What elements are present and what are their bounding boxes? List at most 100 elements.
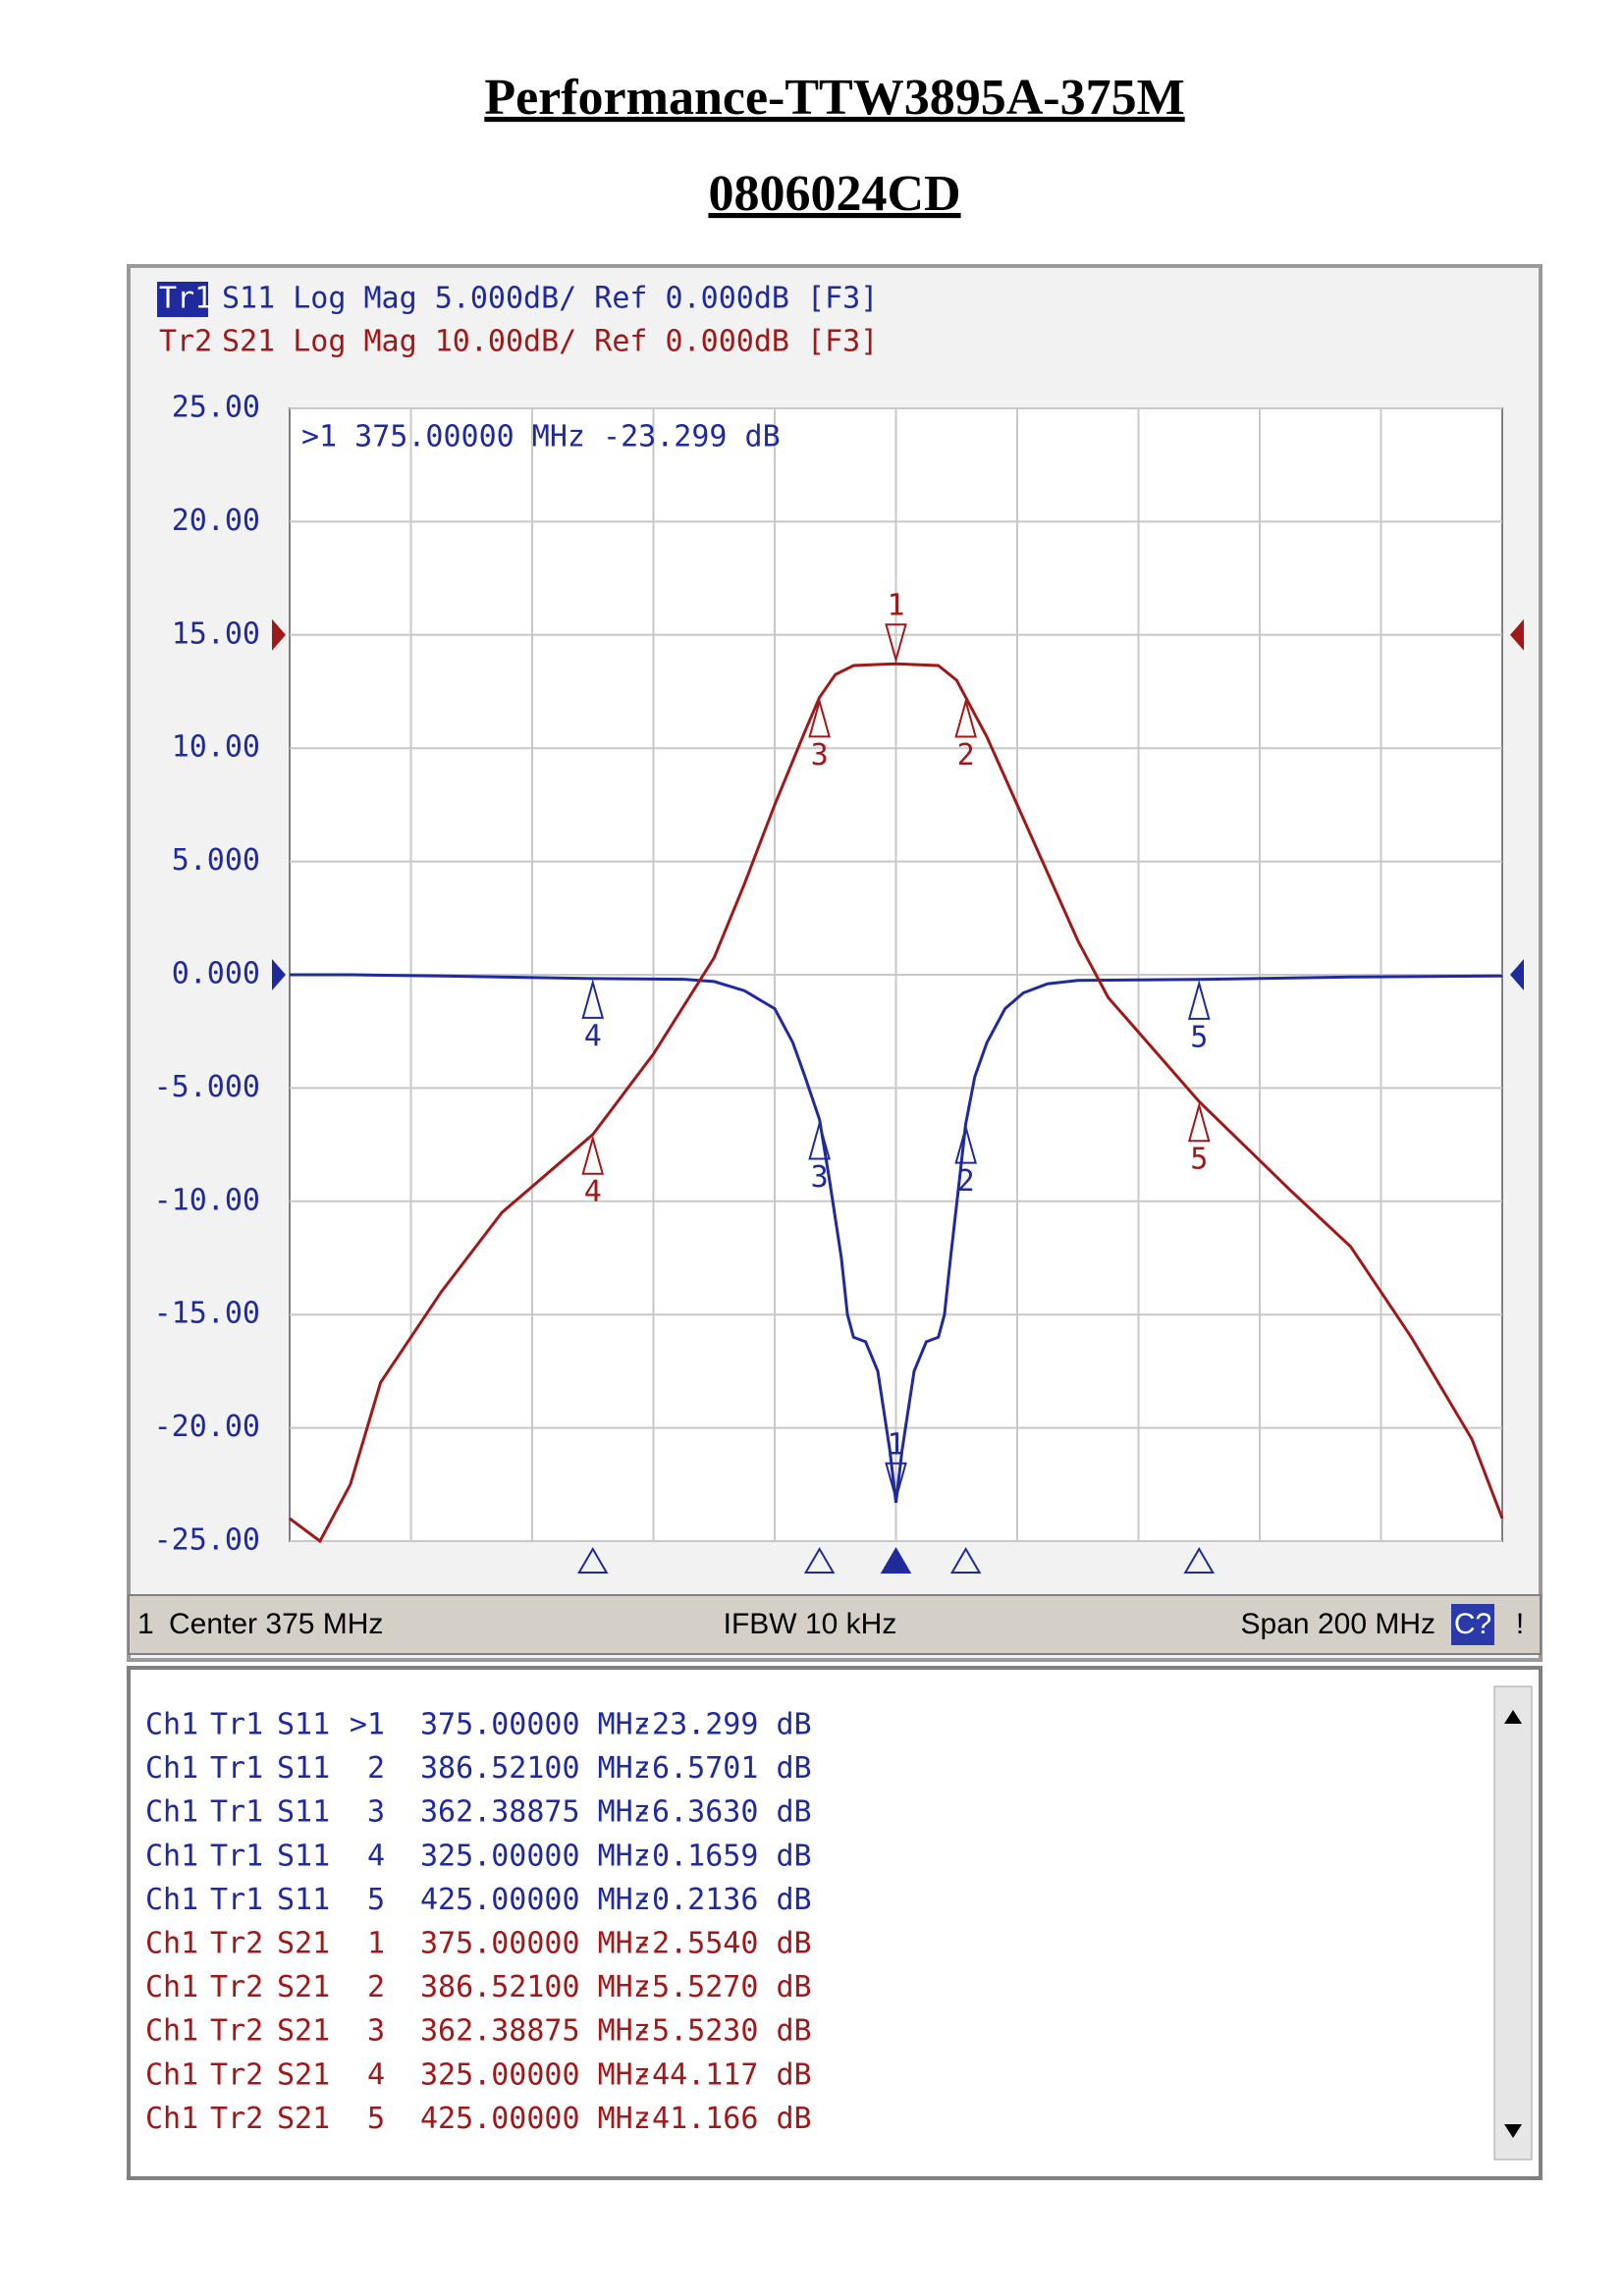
ifbw: IFBW 10 kHz [724, 1608, 897, 1640]
marker-label: 5 [1190, 1020, 1208, 1054]
marker-label: 5 [1190, 1143, 1208, 1177]
marker-table-cell: -5.5230 dB [634, 2014, 812, 2049]
center-frequency: Center 375 MHz [169, 1608, 383, 1640]
y-tick-label: -15.00 [154, 1297, 260, 1331]
y-tick-label: -25.00 [154, 1523, 260, 1558]
marker-table-cell: Ch1 [145, 1751, 198, 1786]
marker-table-cell: Ch1 [145, 1795, 198, 1830]
marker-table-box [127, 1666, 1543, 2180]
marker-label: 1 [887, 589, 904, 623]
marker-table-cell: Tr2 [210, 2057, 263, 2092]
marker-triangle [1187, 980, 1211, 1020]
y-tick-label: 25.00 [172, 391, 260, 425]
status-flag: ! [1516, 1608, 1524, 1640]
marker-table-cell: S21 [277, 2057, 330, 2092]
marker-table-cell: 362.38875 MHz [420, 2014, 651, 2049]
scrollbar[interactable] [1493, 1685, 1533, 2161]
axis-marker [880, 1547, 912, 1574]
marker-table-cell: Tr2 [210, 2102, 263, 2136]
trace-line [289, 662, 1504, 1544]
marker-table-cell: -6.5701 dB [634, 1751, 812, 1786]
y-tick-label: 15.00 [172, 616, 260, 651]
marker-table-cell: Tr1 [210, 1751, 263, 1786]
y-tick-label: 10.00 [172, 730, 260, 765]
marker-triangle [808, 1119, 831, 1160]
marker-label: 1 [887, 1427, 904, 1462]
marker-table-cell: Tr1 [210, 1708, 263, 1742]
page-title: Performance-TTW3895A-375M [484, 70, 1184, 126]
marker-table-cell: S21 [277, 1927, 330, 1961]
marker-table-cell: 2 [367, 1751, 385, 1786]
marker-table-cell: -2.5540 dB [634, 1927, 812, 1961]
marker-table-cell: Tr1 [210, 1883, 263, 1917]
marker-triangle [808, 697, 831, 738]
marker-table-cell: -44.117 dB [634, 2057, 812, 2092]
ref-arrow [272, 959, 286, 990]
marker-table-cell: Tr2 [210, 1927, 263, 1961]
ref-arrow [1510, 959, 1524, 990]
marker-table-cell: 5 [367, 1883, 385, 1917]
marker-table-cell: Ch1 [145, 2014, 198, 2049]
marker-label: 3 [811, 738, 829, 773]
cal-status[interactable]: C? [1454, 1608, 1491, 1640]
legend-name: Tr1 [159, 282, 212, 316]
marker-table-cell: -23.299 dB [634, 1708, 812, 1742]
channel-number: 1 [137, 1608, 154, 1640]
marker-table-cell: Ch1 [145, 1883, 198, 1917]
legend-description: S11 Log Mag 5.000dB/ Ref 0.000dB [F3] [222, 282, 878, 316]
marker-triangle [581, 1134, 605, 1175]
marker-table-cell: S21 [277, 2102, 330, 2136]
ref-arrow [1510, 618, 1524, 651]
legend-description: S21 Log Mag 10.00dB/ Ref 0.000dB [F3] [222, 325, 878, 359]
marker-table-cell: Ch1 [145, 1708, 198, 1742]
ref-arrow [272, 618, 286, 651]
y-tick-label: -5.000 [154, 1070, 260, 1104]
marker-table-cell: Tr2 [210, 2014, 263, 2049]
traces: >1 375.00000 MHz -23.299 dB Tr1 S11 Log Ma… [157, 282, 1524, 1574]
span: Span 200 MHz [1241, 1608, 1435, 1640]
marker-table-cell: S11 [277, 1839, 330, 1873]
cal-status-box[interactable] [1451, 1604, 1494, 1645]
marker-table-cell: -6.3630 dB [634, 1795, 812, 1830]
marker-table-cell: -5.5270 dB [634, 1970, 812, 2004]
marker-table-cell: 4 [367, 2057, 385, 2092]
marker-triangle [954, 1123, 977, 1164]
marker-table-cell: 4 [367, 1839, 385, 1873]
marker-triangle [885, 1462, 907, 1503]
marker-table-cell: 325.00000 MHz [420, 2057, 651, 2092]
marker-table-cell: S11 [277, 1708, 330, 1742]
marker-triangle [1187, 1101, 1211, 1143]
marker-table-cell: Ch1 [145, 2057, 198, 2092]
legend-name: Tr2 [159, 325, 212, 359]
y-tick-label: 0.000 [172, 957, 260, 991]
marker-table: Ch1 Tr1 S11 >1 375.00000 MHz-23.299 dB Ch1 Tr1… [145, 1708, 812, 2136]
y-tick-label: 5.000 [172, 843, 260, 878]
marker-table-cell: 386.52100 MHz [420, 1751, 651, 1786]
marker-table-cell: 325.00000 MHz [420, 1839, 651, 1873]
marker-table-cell: 375.00000 MHz [420, 1708, 651, 1742]
marker-table-cell: >1 [350, 1708, 385, 1742]
marker-table-cell: 3 [367, 2014, 385, 2049]
marker-label: 3 [811, 1160, 829, 1195]
y-tick-label: -20.00 [154, 1410, 260, 1444]
marker-label: 2 [957, 1164, 975, 1199]
marker-triangle [885, 623, 907, 664]
marker-table-cell: S21 [277, 2014, 330, 2049]
marker-table-cell: 1 [367, 1927, 385, 1961]
active-trace-box [157, 282, 208, 317]
marker-table-cell: S11 [277, 1883, 330, 1917]
marker-label: 2 [957, 738, 975, 773]
marker-table-cell: 362.38875 MHz [420, 1795, 651, 1830]
marker-table-cell: 425.00000 MHz [420, 1883, 651, 1917]
marker-table-cell: 5 [367, 2102, 385, 2136]
marker-table-cell: -0.1659 dB [634, 1839, 812, 1873]
y-tick-label: -10.00 [154, 1183, 260, 1217]
marker-label: 4 [584, 1175, 602, 1209]
marker-table-cell: Tr1 [210, 1795, 263, 1830]
marker-triangle [954, 697, 977, 738]
axis-marker [577, 1547, 609, 1574]
marker-table-cell: S11 [277, 1795, 330, 1830]
marker-triangle [581, 979, 605, 1019]
marker-table-cell: Tr1 [210, 1839, 263, 1873]
